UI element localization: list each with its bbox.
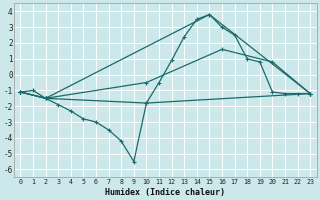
- X-axis label: Humidex (Indice chaleur): Humidex (Indice chaleur): [105, 188, 225, 197]
